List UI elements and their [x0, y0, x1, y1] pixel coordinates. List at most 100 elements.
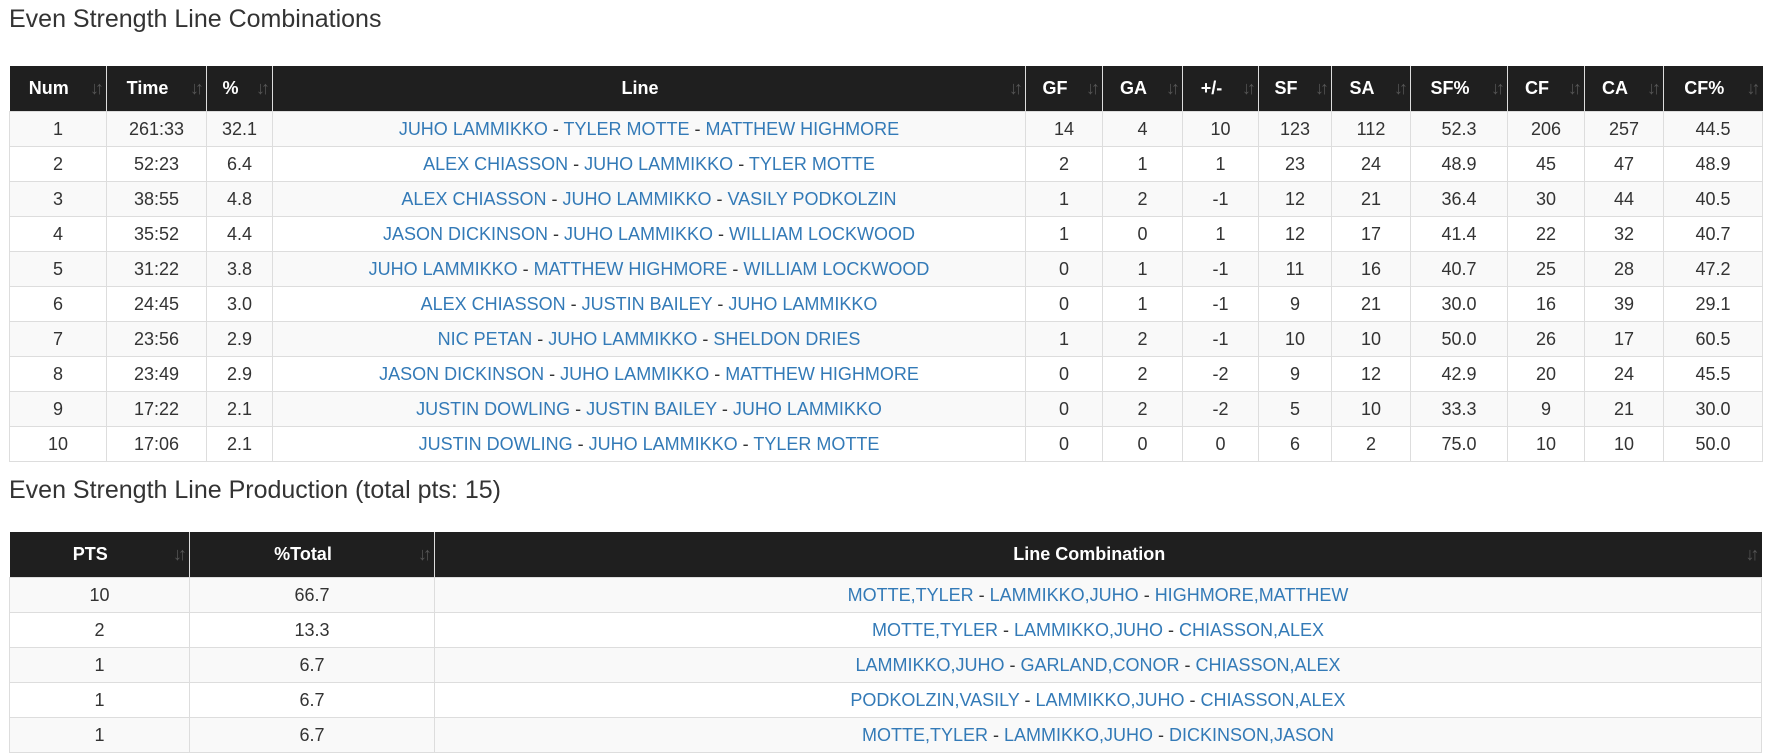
player-link[interactable]: MATTHEW HIGHMORE	[705, 118, 900, 139]
stat-cell: 11	[1258, 251, 1332, 287]
player-link[interactable]: TYLER MOTTE	[753, 433, 880, 454]
separator: -	[1019, 689, 1036, 710]
player-link[interactable]: JUSTIN DOWLING	[418, 433, 573, 454]
player-link[interactable]: CHIASSON,ALEX	[1179, 619, 1325, 640]
column-header[interactable]: GF ↓↑	[1025, 66, 1103, 112]
player-link[interactable]: SHELDON DRIES	[713, 328, 861, 349]
player-link[interactable]: LAMMIKKO,JUHO	[989, 584, 1139, 605]
player-link[interactable]: NIC PETAN	[437, 328, 533, 349]
player-link[interactable]: JUHO LAMMIKKO	[398, 118, 548, 139]
player-link[interactable]: PODKOLZIN,VASILY	[850, 689, 1020, 710]
column-header[interactable]: GA ↓↑	[1102, 66, 1183, 112]
pct-cell: 32.1	[206, 111, 273, 147]
player-link[interactable]: ALEX CHIASSON	[423, 153, 569, 174]
player-link[interactable]: WILLIAM LOCKWOOD	[729, 223, 916, 244]
sort-arrows-icon[interactable]: ↓↑	[1394, 78, 1408, 98]
column-header[interactable]: %Total ↓↑	[189, 532, 435, 578]
player-link[interactable]: TYLER MOTTE	[563, 118, 690, 139]
player-link[interactable]: LAMMIKKO,JUHO	[1003, 724, 1153, 745]
player-link[interactable]: VASILY PODKOLZIN	[727, 188, 897, 209]
player-link[interactable]: DICKINSON,JASON	[1169, 724, 1335, 745]
column-header[interactable]: Time ↓↑	[106, 66, 207, 112]
player-link[interactable]: JUHO LAMMIKKO	[563, 223, 714, 244]
column-header-label: Time	[126, 78, 169, 98]
player-link[interactable]: ALEX CHIASSON	[420, 293, 566, 314]
stat-cell: 2	[1102, 321, 1183, 357]
player-link[interactable]: JASON DICKINSON	[379, 363, 545, 384]
player-link[interactable]: JUHO LAMMIKKO	[728, 293, 878, 314]
stat-cell: 10	[1584, 426, 1664, 462]
player-link[interactable]: MATTHEW HIGHMORE	[533, 258, 728, 279]
player-link[interactable]: TYLER MOTTE	[748, 153, 875, 174]
stat-cell: 0	[1102, 216, 1183, 252]
player-link[interactable]: JUHO LAMMIKKO	[588, 433, 738, 454]
stat-cell: 1	[1182, 146, 1259, 182]
player-link[interactable]: JUHO LAMMIKKO	[732, 398, 882, 419]
sort-arrows-icon[interactable]: ↓↑	[256, 78, 270, 98]
table-row: 1 261:33 32.1 JUHO LAMMIKKO - TYLER MOTTE -…	[9, 111, 1763, 147]
column-header[interactable]: Line Combination ↓↑	[434, 532, 1762, 578]
player-link[interactable]: LAMMIKKO,JUHO	[1035, 689, 1185, 710]
sort-arrows-icon[interactable]: ↓↑	[418, 544, 432, 564]
num-cell: 1	[9, 111, 107, 147]
player-link[interactable]: ALEX CHIASSON	[401, 188, 547, 209]
player-link[interactable]: CHIASSON,ALEX	[1200, 689, 1346, 710]
player-link[interactable]: HIGHMORE,MATTHEW	[1154, 584, 1349, 605]
column-header[interactable]: Line ↓↑	[272, 66, 1026, 112]
sort-arrows-icon[interactable]: ↓↑	[90, 78, 104, 98]
table-row: 3 38:55 4.8 ALEX CHIASSON - JUHO LAMMIKKO -…	[9, 181, 1763, 217]
sort-arrows-icon[interactable]: ↓↑	[1009, 78, 1023, 98]
column-header[interactable]: % ↓↑	[206, 66, 273, 112]
player-link[interactable]: LAMMIKKO,JUHO	[1013, 619, 1163, 640]
player-link[interactable]: JUHO LAMMIKKO	[368, 258, 518, 279]
column-header[interactable]: PTS ↓↑	[9, 532, 190, 578]
player-link[interactable]: WILLIAM LOCKWOOD	[743, 258, 930, 279]
stat-cell: 50.0	[1410, 321, 1508, 357]
sort-arrows-icon[interactable]: ↓↑	[1315, 78, 1329, 98]
player-link[interactable]: MOTTE,TYLER	[847, 584, 974, 605]
sort-arrows-icon[interactable]: ↓↑	[1647, 78, 1661, 98]
column-header[interactable]: Num ↓↑	[9, 66, 107, 112]
column-header[interactable]: SF% ↓↑	[1410, 66, 1508, 112]
player-link[interactable]: JUHO LAMMIKKO	[560, 363, 710, 384]
column-header[interactable]: SA ↓↑	[1331, 66, 1411, 112]
num-cell: 5	[9, 251, 107, 287]
column-header[interactable]: +/- ↓↑	[1182, 66, 1259, 112]
player-link[interactable]: JUHO LAMMIKKO	[584, 153, 734, 174]
player-link[interactable]: MOTTE,TYLER	[861, 724, 988, 745]
player-link[interactable]: LAMMIKKO,JUHO	[855, 654, 1005, 675]
sort-arrows-icon[interactable]: ↓↑	[1491, 78, 1505, 98]
sort-arrows-icon[interactable]: ↓↑	[1086, 78, 1100, 98]
player-link[interactable]: JUSTIN BAILEY	[586, 398, 717, 419]
stat-cell: 14	[1025, 111, 1103, 147]
player-link[interactable]: JUSTIN BAILEY	[581, 293, 713, 314]
player-link[interactable]: MOTTE,TYLER	[871, 619, 998, 640]
column-header[interactable]: CA ↓↑	[1584, 66, 1664, 112]
sort-arrows-icon[interactable]: ↓↑	[1166, 78, 1180, 98]
sort-arrows-icon[interactable]: ↓↑	[1568, 78, 1582, 98]
column-header[interactable]: CF% ↓↑	[1663, 66, 1763, 112]
stat-cell: 10	[1258, 321, 1332, 357]
pts-cell: 1	[9, 682, 190, 718]
sort-arrows-icon[interactable]: ↓↑	[1242, 78, 1256, 98]
column-header[interactable]: CF ↓↑	[1507, 66, 1585, 112]
player-link[interactable]: GARLAND,CONOR	[1020, 654, 1180, 675]
stat-cell: 33.3	[1410, 391, 1508, 427]
column-header[interactable]: SF ↓↑	[1258, 66, 1332, 112]
player-link[interactable]: JUSTIN DOWLING	[416, 398, 571, 419]
sort-arrows-icon[interactable]: ↓↑	[1745, 544, 1760, 564]
player-link[interactable]: JUHO LAMMIKKO	[548, 328, 698, 349]
sort-arrows-icon[interactable]: ↓↑	[1746, 78, 1761, 98]
sort-arrows-icon[interactable]: ↓↑	[190, 78, 204, 98]
table-row: 9 17:22 2.1 JUSTIN DOWLING - JUSTIN BAILEY …	[9, 391, 1763, 427]
stat-cell: 50.0	[1663, 426, 1763, 462]
player-link[interactable]: JASON DICKINSON	[382, 223, 548, 244]
separator: -	[565, 293, 582, 314]
sort-arrows-icon[interactable]: ↓↑	[173, 544, 187, 564]
stat-cell: 60.5	[1663, 321, 1763, 357]
time-cell: 23:49	[106, 356, 207, 392]
player-link[interactable]: JUHO LAMMIKKO	[562, 188, 712, 209]
player-link[interactable]: CHIASSON,ALEX	[1195, 654, 1341, 675]
player-link[interactable]: MATTHEW HIGHMORE	[725, 363, 919, 384]
stat-cell: 257	[1584, 111, 1664, 147]
